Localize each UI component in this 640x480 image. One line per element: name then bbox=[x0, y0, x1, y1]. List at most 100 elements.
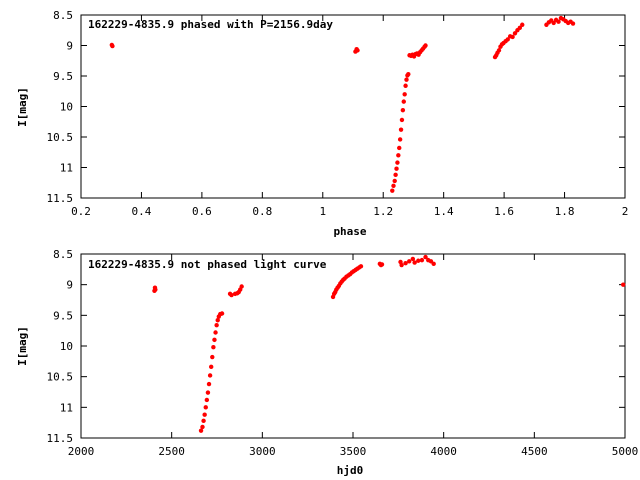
x-tick-label: 1.4 bbox=[434, 205, 454, 218]
data-point bbox=[395, 160, 400, 165]
data-point bbox=[358, 264, 364, 269]
data-point bbox=[206, 381, 212, 387]
y-axis-label: I[mag] bbox=[16, 326, 29, 366]
data-point bbox=[202, 412, 207, 417]
data-point bbox=[153, 287, 158, 292]
data-point bbox=[400, 107, 406, 113]
data-point bbox=[407, 259, 412, 264]
x-axis-label: phase bbox=[333, 225, 366, 238]
data-point bbox=[207, 373, 213, 378]
data-point bbox=[229, 292, 234, 298]
tick-marks bbox=[80, 253, 626, 439]
y-tick-label: 10 bbox=[60, 101, 73, 114]
y-tick-label: 8.5 bbox=[53, 248, 73, 261]
y-tick-label: 10.5 bbox=[47, 131, 74, 144]
data-point bbox=[412, 260, 417, 265]
data-point bbox=[399, 117, 405, 123]
data-point bbox=[213, 330, 218, 335]
data-point bbox=[510, 34, 515, 40]
y-tick-label: 9.5 bbox=[53, 309, 73, 322]
y-tick-label: 8.5 bbox=[53, 9, 73, 22]
data-point bbox=[496, 48, 502, 53]
x-tick-label: 0.6 bbox=[192, 205, 212, 218]
x-tick-label: 2 bbox=[622, 205, 629, 218]
data-point bbox=[200, 424, 205, 430]
data-point bbox=[423, 254, 428, 260]
data-points bbox=[109, 15, 576, 193]
x-tick-labels: 0.2 0.4 0.6 0.8 1 1.2 1.4 1.6 1.8 2 bbox=[71, 205, 628, 218]
data-point bbox=[416, 258, 421, 263]
x-tick-label: 4000 bbox=[430, 445, 457, 458]
data-point bbox=[355, 48, 360, 53]
data-point bbox=[201, 418, 206, 424]
data-point bbox=[556, 19, 561, 24]
x-tick-label: 5000 bbox=[612, 445, 639, 458]
y-tick-label: 10.5 bbox=[47, 371, 74, 384]
x-tick-label: 2000 bbox=[68, 445, 95, 458]
y-tick-labels: 8.5 9 9.5 10 10.5 11 11.5 bbox=[47, 9, 74, 205]
data-point bbox=[403, 83, 408, 88]
data-point bbox=[431, 261, 436, 267]
y-tick-label: 9.5 bbox=[53, 70, 73, 83]
y-tick-label: 11.5 bbox=[47, 192, 74, 205]
data-point bbox=[239, 284, 244, 289]
y-tick-label: 11 bbox=[60, 162, 73, 175]
data-point bbox=[110, 43, 115, 49]
y-axis-label: I[mag] bbox=[16, 87, 29, 127]
tick-marks bbox=[80, 14, 626, 199]
data-point bbox=[423, 43, 428, 48]
x-axis-label: hjd0 bbox=[337, 464, 364, 477]
chart-title: 162229-4835.9 phased with P=2156.9day bbox=[88, 18, 333, 31]
data-point bbox=[570, 21, 576, 26]
data-point bbox=[520, 22, 525, 27]
data-point bbox=[397, 137, 403, 142]
x-tick-label: 2500 bbox=[158, 445, 185, 458]
data-point bbox=[214, 322, 219, 328]
x-tick-label: 0.8 bbox=[252, 205, 272, 218]
x-tick-label: 1 bbox=[319, 205, 326, 218]
x-tick-label: 3000 bbox=[249, 445, 276, 458]
data-point bbox=[210, 354, 215, 360]
data-point bbox=[397, 145, 402, 151]
x-tick-labels: 2000 2500 3000 3500 4000 4500 5000 bbox=[68, 445, 639, 458]
data-point bbox=[211, 345, 216, 350]
data-point bbox=[396, 153, 401, 158]
x-tick-label: 0.4 bbox=[132, 205, 152, 218]
data-point bbox=[404, 77, 409, 82]
y-tick-label: 10 bbox=[60, 340, 73, 353]
data-point bbox=[419, 257, 425, 263]
data-point bbox=[393, 172, 398, 178]
data-point bbox=[390, 188, 395, 193]
data-point bbox=[403, 261, 408, 266]
data-point bbox=[198, 428, 204, 433]
phased-light-curve-panel: 0.2 0.4 0.6 0.8 1 1.2 1.4 1.6 1.8 2 8.5 9 9.5 10 10.5… bbox=[16, 9, 628, 238]
data-point bbox=[219, 311, 225, 316]
plot-frame bbox=[80, 253, 626, 439]
data-point bbox=[406, 71, 411, 77]
data-point bbox=[212, 337, 217, 343]
chart-title: 162229-4835.9 not phased light curve bbox=[88, 258, 327, 271]
x-tick-label: 3500 bbox=[340, 445, 367, 458]
data-point bbox=[399, 262, 404, 268]
x-tick-label: 4500 bbox=[521, 445, 548, 458]
data-point bbox=[410, 256, 416, 262]
plot-frame bbox=[80, 14, 626, 199]
data-point bbox=[208, 364, 214, 370]
data-point bbox=[402, 92, 407, 97]
data-point bbox=[391, 183, 396, 188]
data-point bbox=[392, 178, 397, 184]
x-tick-label: 1.8 bbox=[555, 205, 575, 218]
x-tick-label: 0.2 bbox=[71, 205, 91, 218]
unphased-light-curve-panel: 2000 2500 3000 3500 4000 4500 5000 8.5 9 9.5 10 10… bbox=[16, 248, 638, 477]
data-point bbox=[379, 262, 385, 267]
x-tick-label: 1.2 bbox=[373, 205, 393, 218]
data-point bbox=[203, 405, 208, 410]
y-tick-labels: 8.5 9 9.5 10 10.5 11 11.5 bbox=[47, 248, 74, 445]
data-point bbox=[401, 99, 406, 104]
y-tick-label: 11.5 bbox=[47, 432, 74, 445]
x-tick-label: 1.6 bbox=[494, 205, 514, 218]
data-point bbox=[394, 166, 399, 171]
data-point bbox=[505, 37, 510, 42]
data-point bbox=[517, 25, 523, 31]
